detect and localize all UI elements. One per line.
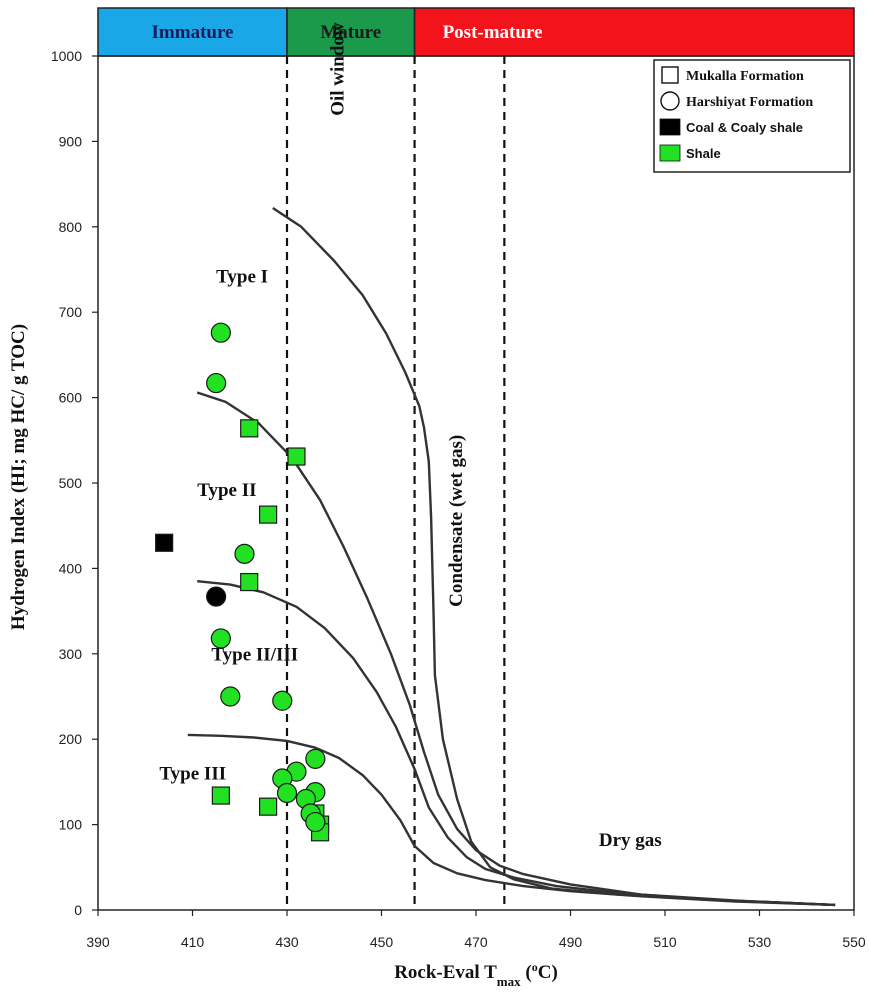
point-harshiyat-formation-11	[278, 784, 297, 803]
point-harshiyat-formation-6	[273, 691, 292, 710]
point-harshiyat-formation-5	[221, 687, 240, 706]
x-tick-label-430: 430	[275, 934, 299, 950]
legend-label-harshiyat-formation: Harshiyat Formation	[686, 95, 813, 110]
band-label-immature: Immature	[152, 22, 234, 43]
point-harshiyat-formation-3	[207, 587, 226, 606]
annotation-dry-gas: Dry gas	[599, 830, 662, 851]
point-harshiyat-formation-14	[306, 813, 325, 832]
legend-label-coal-coaly-shale: Coal & Coaly shale	[686, 120, 803, 135]
point-harshiyat-formation-0	[211, 323, 230, 342]
x-tick-label-390: 390	[86, 934, 110, 950]
legend: Mukalla Formation Harshiyat Formation Coal…	[654, 60, 850, 172]
x-axis-title-subscript: max	[497, 974, 521, 989]
legend-swatch-coal-coaly-shale	[660, 119, 680, 135]
legend-label-shale: Shale	[686, 146, 721, 161]
maturity-bands: Immature Mature Post-mature	[98, 8, 854, 56]
y-tick-label-900: 900	[59, 133, 83, 149]
y-tick-label-800: 800	[59, 219, 83, 235]
x-axis-title-main: Rock-Eval T	[394, 962, 497, 983]
point-harshiyat-formation-7	[306, 749, 325, 768]
legend-label-mukalla-formation: Mukalla Formation	[686, 69, 804, 84]
point-harshiyat-formation-2	[235, 544, 254, 563]
annotation-type-ii: Type II	[197, 480, 256, 501]
legend-swatch-shale	[660, 145, 680, 161]
annotation-type-ii-iii: Type II/III	[211, 645, 298, 666]
x-axis-title-unit: C)	[538, 962, 558, 983]
x-tick-label-550: 550	[842, 934, 866, 950]
y-axis-title: Hydrogen Index (HI; mg HC/ g TOC)	[8, 324, 29, 630]
y-tick-label-100: 100	[59, 817, 83, 833]
annotation-condensate-wet-gas: Condensate (wet gas)	[446, 435, 467, 607]
x-axis-title-paren: (	[521, 962, 532, 983]
annotation-oil-window: Oil window	[328, 22, 349, 116]
y-tick-label-0: 0	[74, 902, 82, 918]
y-tick-label-700: 700	[59, 304, 83, 320]
annotation-type-i: Type I	[216, 266, 268, 287]
point-mukalla-formation-3	[156, 534, 173, 551]
x-tick-label-470: 470	[464, 934, 488, 950]
point-mukalla-formation-4	[241, 574, 258, 591]
y-tick-label-1000: 1000	[51, 48, 82, 64]
legend-marker-circle	[661, 92, 679, 110]
y-tick-label-300: 300	[59, 646, 83, 662]
y-tick-label-500: 500	[59, 475, 83, 491]
x-tick-label-510: 510	[653, 934, 677, 950]
x-tick-label-530: 530	[748, 934, 772, 950]
point-mukalla-formation-2	[260, 506, 277, 523]
legend-marker-square	[662, 67, 678, 83]
x-tick-label-490: 490	[559, 934, 583, 950]
x-tick-label-450: 450	[370, 934, 394, 950]
x-tick-label-410: 410	[181, 934, 205, 950]
point-mukalla-formation-1	[288, 448, 305, 465]
point-mukalla-formation-0	[241, 420, 258, 437]
y-tick-label-200: 200	[59, 731, 83, 747]
point-harshiyat-formation-1	[207, 374, 226, 393]
y-tick-label-400: 400	[59, 560, 83, 576]
point-mukalla-formation-5	[212, 787, 229, 804]
point-mukalla-formation-6	[260, 798, 277, 815]
y-tick-label-600: 600	[59, 390, 83, 406]
annotation-type-iii: Type III	[159, 763, 226, 784]
band-label-post-mature: Post-mature	[443, 22, 543, 43]
